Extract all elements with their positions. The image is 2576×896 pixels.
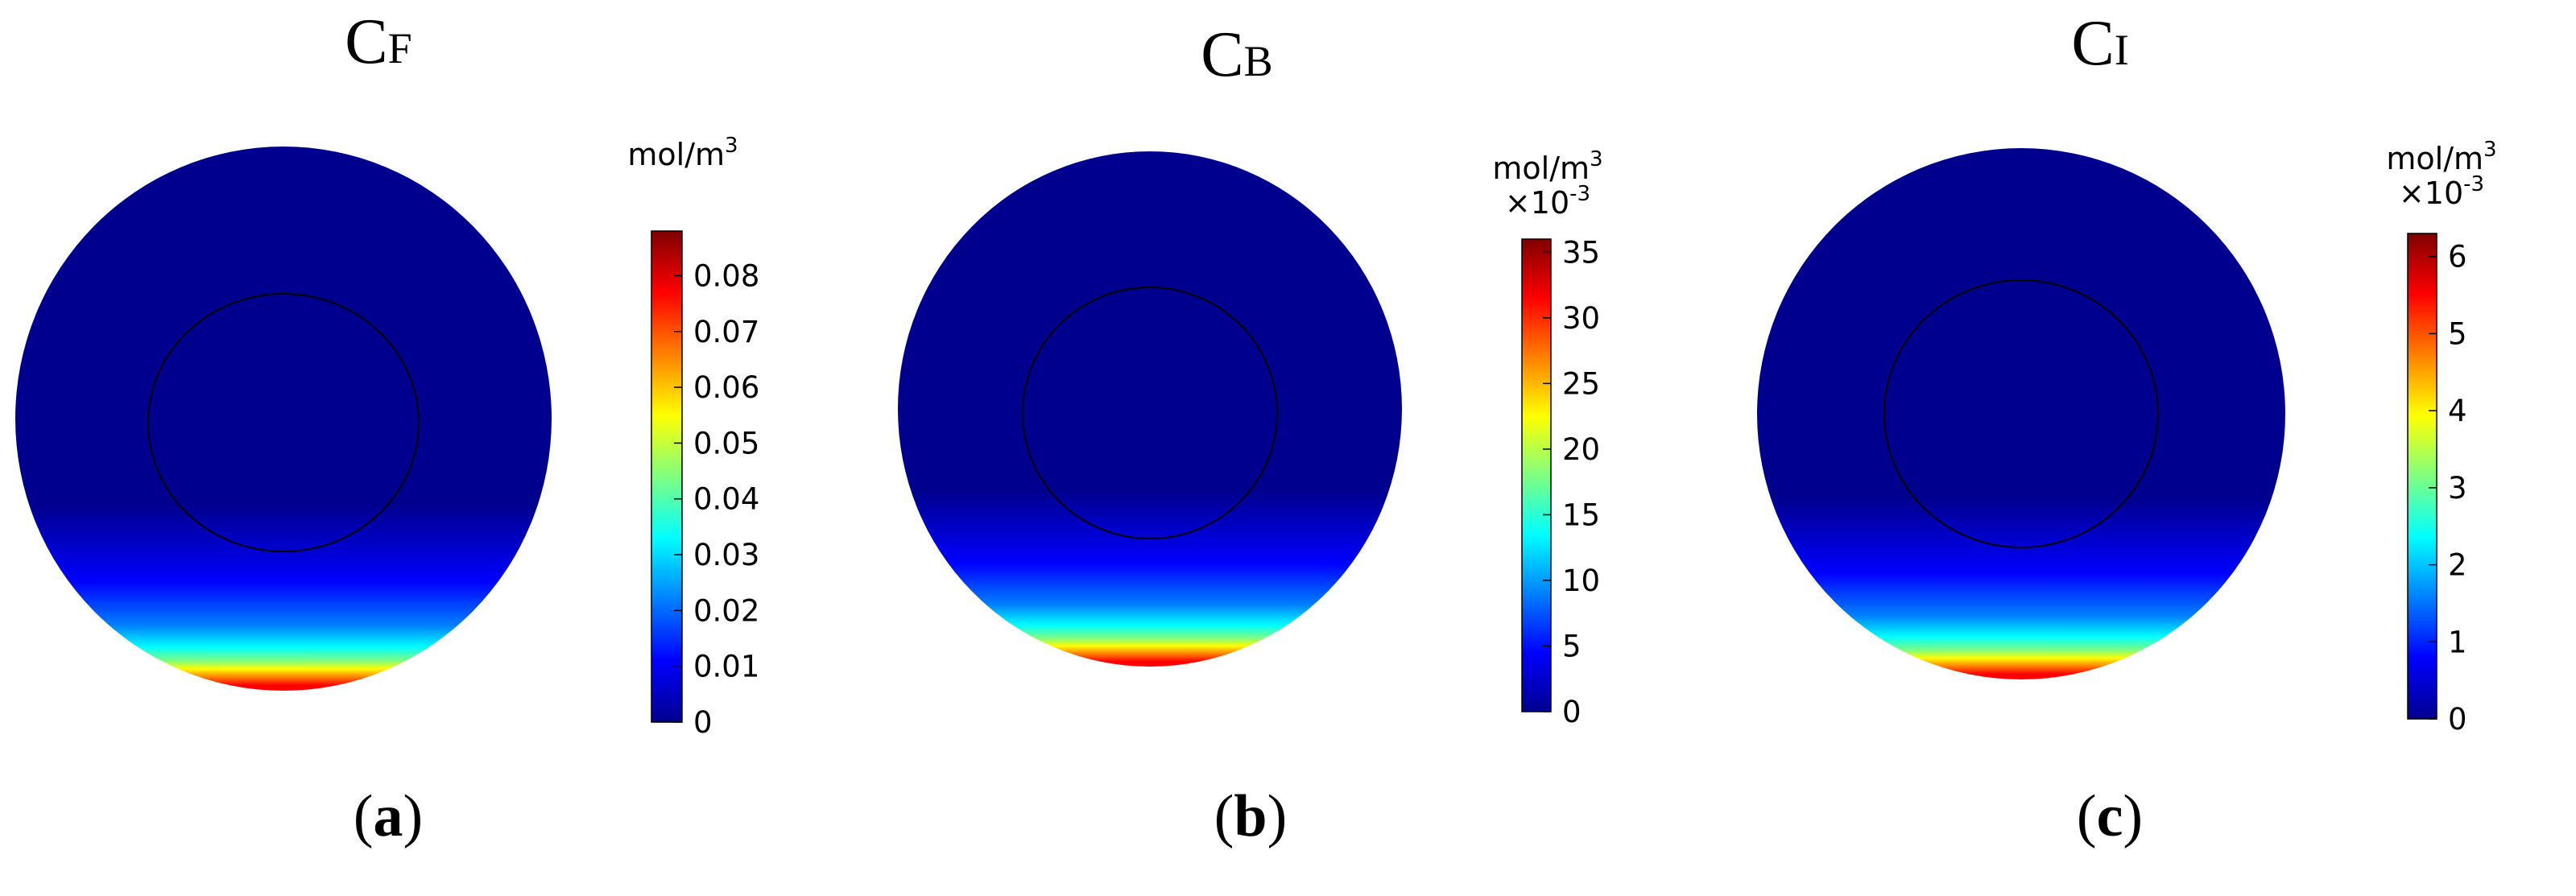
colorbar-tick-label: 0 <box>1562 695 1582 729</box>
colorbar-tick-label: 0 <box>2448 702 2467 737</box>
colorbar-scale: ×10-3 <box>1505 182 1590 221</box>
colorbar-tick-label: 10 <box>1562 564 1600 598</box>
colorbar-tick-label: 0.03 <box>693 538 759 572</box>
colorbar-scale: ×10-3 <box>2399 172 2484 211</box>
inner-boundary-circle <box>1883 279 2159 548</box>
panel-title-sub: I <box>2115 26 2129 74</box>
colorbar-tick-label: 30 <box>1562 301 1600 336</box>
colorbar-tick-label: 0.04 <box>693 482 759 517</box>
colorbar-unit: mol/m3 <box>2386 138 2496 176</box>
colorbar-unit: mol/m3 <box>627 134 738 172</box>
colorbar-tick-label: 1 <box>2448 625 2467 659</box>
colorbar-tick-label: 0.07 <box>693 315 759 349</box>
colorbar <box>2407 233 2437 720</box>
colorbar <box>651 230 683 723</box>
colorbar-tick-label: 6 <box>2448 240 2467 275</box>
panel-title: CI <box>2071 8 2128 79</box>
panel-caption: (a) <box>354 783 423 849</box>
concentration-disk <box>1757 148 2285 679</box>
panels: CFmol/m300.010.020.030.040.050.060.070.0… <box>15 6 2497 849</box>
colorbar-unit: mol/m3 <box>1492 147 1602 186</box>
colorbar-tick-label: 4 <box>2448 394 2467 428</box>
colorbar-tick-label: 0.02 <box>693 593 759 628</box>
colorbar-tick-label: 0.05 <box>693 426 759 460</box>
colorbar-tick-label: 15 <box>1562 498 1600 532</box>
panel-title-sub: B <box>1244 37 1273 85</box>
panel-title: CF <box>345 6 411 77</box>
inner-boundary-circle <box>147 293 420 552</box>
colorbar-tick-label: 0.06 <box>693 370 759 405</box>
colorbar-tick-label: 25 <box>1562 366 1600 401</box>
colorbar <box>1521 238 1552 712</box>
concentration-disk <box>898 151 1402 667</box>
colorbar-tick-label: 35 <box>1562 235 1600 270</box>
colorbar-tick-label: 0 <box>693 705 713 740</box>
panel-caption: (c) <box>2077 783 2143 849</box>
panel-title-main: C <box>2071 8 2114 79</box>
panel-a: CFmol/m300.010.020.030.040.050.060.070.0… <box>15 6 759 849</box>
concentration-disk <box>15 147 552 691</box>
inner-boundary-circle <box>1022 287 1278 539</box>
colorbar-tick-label: 3 <box>2448 471 2467 506</box>
colorbar-tick-label: 0.01 <box>693 650 759 684</box>
panel-title-main: C <box>1201 19 1243 90</box>
colorbar-tick-label: 0.08 <box>693 258 759 293</box>
colorbar-tick-label: 2 <box>2448 548 2467 583</box>
colorbar-tick-label: 5 <box>2448 316 2467 351</box>
panel-caption: (b) <box>1214 783 1287 849</box>
panel-title: CB <box>1201 19 1272 90</box>
panel-title-sub: F <box>388 24 412 72</box>
panel-title-main: C <box>345 6 387 77</box>
colorbar-tick-label: 5 <box>1562 629 1582 663</box>
colorbar-tick-label: 20 <box>1562 432 1600 467</box>
